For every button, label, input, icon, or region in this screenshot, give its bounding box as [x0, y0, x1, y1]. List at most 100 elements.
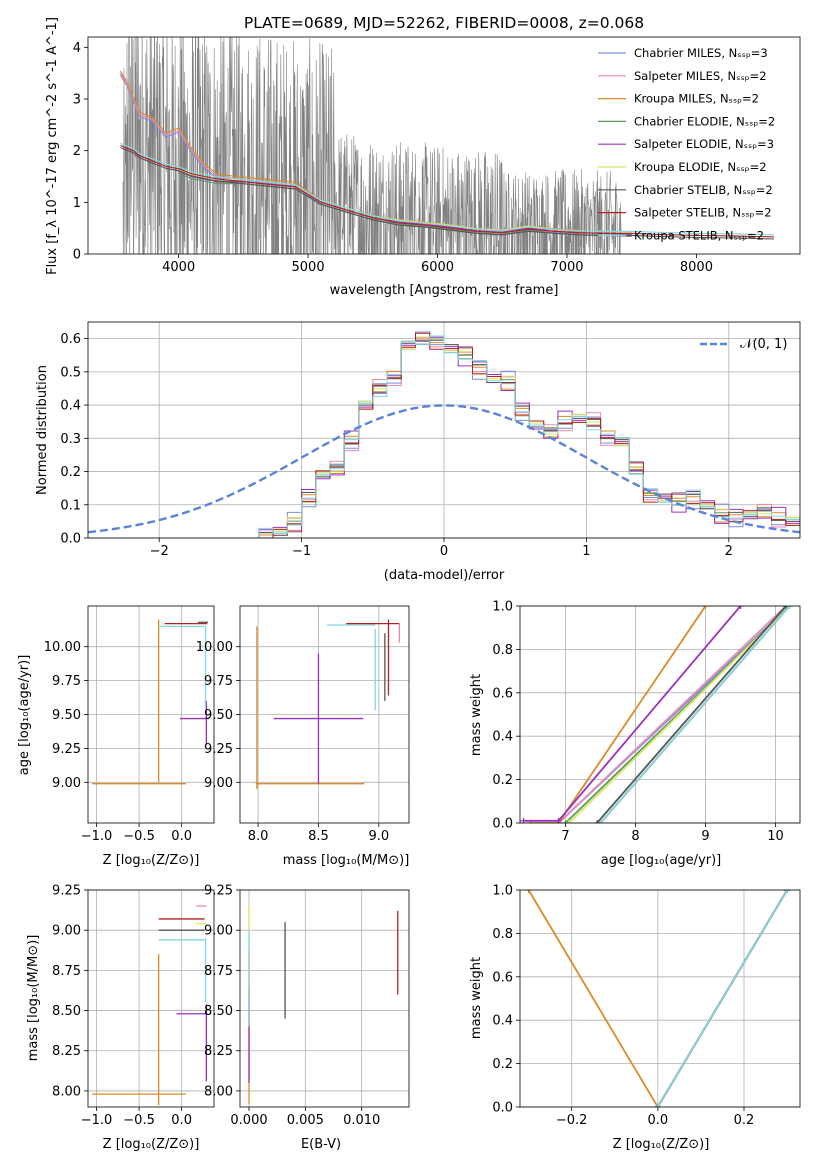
y-tick-label: 9.25	[52, 884, 81, 899]
x-axis-label: mass [log₁₀(M/M⊙)]	[283, 853, 410, 868]
y-tick-label: 0.2	[492, 1057, 513, 1072]
gaussian-curve	[88, 404, 800, 534]
x-tick-label: 2	[725, 544, 733, 559]
y-tick-label: 9.25	[52, 742, 81, 757]
y-axis-label: Flux [f_λ 10^-17 erg cm^-2 s^-1 A^-1]	[45, 17, 60, 275]
x-axis-label: wavelength [Angstrom, rest frame]	[330, 283, 559, 298]
x-tick-label: 8000	[680, 260, 713, 275]
y-tick-label: 8.75	[52, 964, 81, 979]
y-tick-label: 10.00	[196, 640, 233, 655]
x-tick-label: 9	[701, 829, 709, 844]
mass-weight-vs-age-panel: 7 8 9 10 0.0 0.2 0.4 0.6 0.8 1.0 age [log₁₀(age/yr…	[469, 600, 801, 868]
legend-label: Kroupa MILES, Nₛₛₚ=2	[634, 92, 759, 106]
mass-weight-marker	[737, 606, 744, 609]
x-tick-label: 0.0	[171, 1113, 192, 1128]
y-axis-label: mass [log₁₀(M/M⊙)]	[26, 935, 41, 1062]
x-tick-label: −0.2	[556, 1113, 588, 1128]
mass-weight-marker	[597, 820, 604, 823]
x-tick-label: 0.2	[734, 1113, 755, 1128]
y-tick-label: 8.00	[52, 1084, 81, 1099]
x-tick-label: −0.5	[123, 1113, 155, 1128]
y-tick-label: 1.0	[492, 600, 513, 615]
x-tick-label: 10	[767, 829, 784, 844]
legend-label: Kroupa ELODIE, Nₛₛₚ=2	[634, 160, 767, 174]
mass-weight-marker	[702, 606, 709, 609]
y-tick-label: 8.50	[52, 1004, 81, 1019]
y-tick-label: 0.0	[492, 1101, 513, 1116]
legend-label: Chabrier MILES, Nₛₛₚ=3	[634, 46, 768, 60]
age-vs-Z-plot-area	[92, 619, 209, 785]
mass-weight-vs-Z-panel: −0.2 0.0 0.2 0.0 0.2 0.4 0.6 0.8 1.0 Z [log₁₀(Z/Z…	[469, 884, 801, 1152]
y-tick-label: 0.5	[60, 365, 81, 380]
x-tick-label: 0.000	[230, 1113, 267, 1128]
age-vs-mass-plot-area	[255, 619, 400, 790]
residual-histogram	[258, 335, 800, 538]
x-tick-label: 5000	[292, 260, 325, 275]
y-tick-label: 9.25	[204, 742, 233, 757]
mass-weight-marker	[525, 890, 532, 893]
legend-label: Salpeter ELODIE, Nₛₛₚ=3	[634, 137, 774, 151]
observed-spectrum	[122, 37, 622, 254]
y-tick-label: 0.0	[492, 817, 513, 832]
x-axis-label: E(B-V)	[301, 1137, 341, 1152]
residual-histogram	[258, 339, 800, 538]
mass-weight-marker	[594, 820, 600, 823]
x-tick-label: 8	[631, 829, 639, 844]
x-tick-label: −2	[150, 544, 169, 559]
mass-weight-line	[530, 606, 707, 823]
y-tick-label: 0.4	[492, 730, 513, 745]
y-tick-label: 10.00	[44, 640, 81, 655]
y-tick-label: 9.75	[204, 674, 233, 689]
mass-weight-line	[596, 606, 787, 823]
mass-weight-line	[527, 890, 659, 1107]
residual-histogram	[258, 337, 800, 538]
y-tick-label: 9.50	[52, 708, 81, 723]
mass-weight-line	[657, 890, 788, 1107]
spectrum-panel: 4000 5000 6000 7000 8000 0 1 2 3 4 Chabrier MILES,…	[45, 17, 801, 298]
axes-frame	[519, 605, 801, 824]
residuals-panel: −2 −1 0 1 2 0.0 0.1 0.2 0.3 0.4 0.5 0.6 𝒩(0, 1) (data…	[35, 321, 801, 583]
x-tick-label: 0.010	[343, 1113, 380, 1128]
residual-histogram	[258, 331, 800, 538]
axes-frame	[519, 889, 801, 1108]
legend-label: Chabrier ELODIE, Nₛₛₚ=2	[634, 114, 775, 128]
x-tick-label: 0.0	[171, 829, 192, 844]
y-tick-label: 9.00	[204, 776, 233, 791]
legend-label: Kroupa STELIB, Nₛₛₚ=2	[634, 228, 764, 242]
age-vs-mass-panel: 8.0 8.5 9.0 9.00 9.25 9.50 9.75 10.00 mass [log₁…	[196, 605, 410, 868]
x-tick-label: 0	[440, 544, 448, 559]
y-tick-label: 0.6	[492, 970, 513, 985]
mass-weight-line	[557, 606, 787, 823]
x-tick-label: 7000	[550, 260, 583, 275]
y-tick-label: 9.00	[204, 924, 233, 939]
y-tick-label: 9.75	[52, 674, 81, 689]
mass-weight-marker	[562, 820, 569, 823]
axes-frame	[87, 889, 215, 1108]
spectrum-legend: Chabrier MILES, Nₛₛₚ=3 Salpeter MILES, Nₛ…	[598, 46, 775, 242]
legend-label: Salpeter MILES, Nₛₛₚ=2	[634, 69, 767, 83]
y-axis-label: age [log₁₀(age/yr)]	[17, 655, 32, 776]
y-tick-label: 1.0	[492, 884, 513, 899]
y-tick-label: 0.1	[60, 498, 81, 513]
x-tick-label: 7	[561, 829, 569, 844]
y-axis-label: Normed distribution	[35, 365, 50, 495]
residuals-plot-area	[88, 331, 800, 538]
mass-weight-vs-Z-plot-area	[525, 890, 791, 1107]
x-tick-label: 6000	[421, 260, 454, 275]
figure-title: PLATE=0689, MJD=52262, FIBERID=0008, z=0…	[244, 14, 644, 32]
legend-label: Salpeter STELIB, Nₛₛₚ=2	[634, 206, 772, 220]
y-tick-label: 4	[73, 41, 81, 56]
x-tick-label: 4000	[162, 260, 195, 275]
axes-frame	[239, 889, 410, 1108]
mass-weight-marker	[786, 606, 793, 609]
model-spectrum-line	[120, 142, 775, 236]
mass-weight-vs-age-plot-area	[520, 606, 793, 823]
x-tick-label: 1	[582, 544, 590, 559]
residual-histogram	[258, 339, 800, 538]
y-tick-label: 0.4	[492, 1014, 513, 1029]
legend-label: 𝒩(0, 1)	[740, 337, 787, 352]
model-spectrum-line	[120, 144, 775, 238]
y-tick-label: 8.25	[52, 1044, 81, 1059]
x-axis-label: Z [log₁₀(Z/Z⊙)]	[613, 1137, 710, 1152]
